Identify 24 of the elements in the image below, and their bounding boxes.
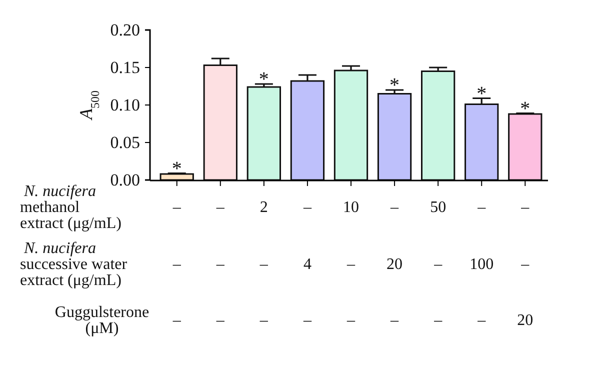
category-label: – – 20 bbox=[517, 199, 534, 329]
annotation: * bbox=[476, 82, 487, 105]
category-label: – – – bbox=[216, 199, 224, 329]
y-tick-label: 0.15 bbox=[110, 58, 140, 77]
category-label: – 4 – bbox=[303, 199, 312, 329]
annotation: * bbox=[172, 158, 182, 180]
text: N. nucifera successive water extract (μg/mL) bbox=[20, 240, 128, 289]
text: Guggulsterone (μM) bbox=[54, 304, 150, 337]
category-label: 2 – – bbox=[260, 199, 268, 329]
bar bbox=[246, 86, 282, 181]
category-label: 10 – – bbox=[343, 199, 359, 329]
bar bbox=[420, 70, 456, 181]
annotation: * bbox=[520, 98, 530, 120]
category-label: – 20 – bbox=[386, 199, 403, 329]
bar bbox=[377, 93, 412, 181]
category-label: 50 – – bbox=[430, 199, 446, 329]
category-label: – 100 – bbox=[470, 199, 494, 329]
category-label: – – – bbox=[172, 199, 181, 329]
annotation: * bbox=[258, 68, 269, 90]
y-tick-label: 0.10 bbox=[110, 95, 140, 114]
y-tick-label: 0.05 bbox=[110, 132, 140, 152]
bar bbox=[508, 113, 542, 181]
annotation: * bbox=[390, 74, 400, 96]
y-tick-label: 0.20 bbox=[110, 20, 140, 40]
